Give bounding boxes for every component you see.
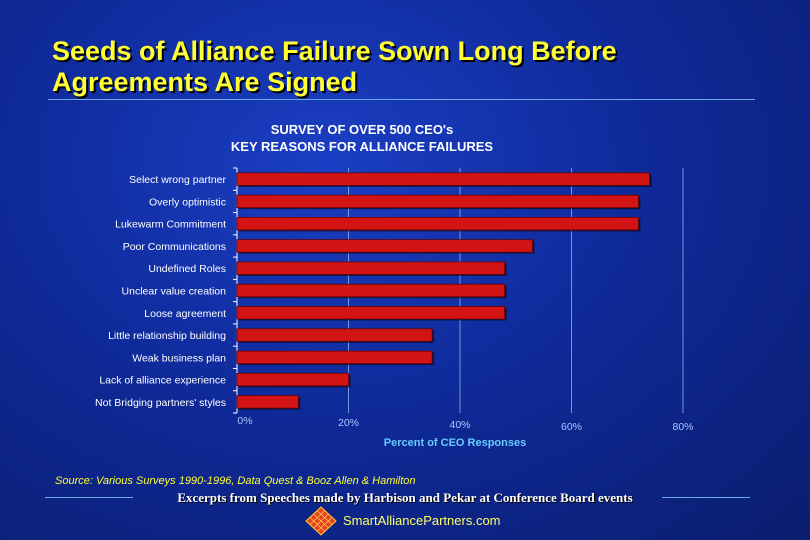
footer-excerpt: Excerpts from Speeches made by Harbison … bbox=[177, 490, 633, 505]
category-label: Weak business plan bbox=[132, 352, 226, 364]
bar bbox=[236, 217, 639, 231]
chart-x-ticks: 0% 20% 40% 60% 80% bbox=[237, 415, 693, 433]
chart-title-line2: KEY REASONS FOR ALLIANCE FAILURES bbox=[231, 139, 494, 154]
footer-divider-right bbox=[662, 497, 750, 498]
title-divider bbox=[48, 99, 755, 100]
category-label: Poor Communications bbox=[123, 241, 226, 253]
category-label: Little relationship building bbox=[108, 330, 226, 342]
category-label: Select wrong partner bbox=[129, 174, 226, 186]
bar bbox=[236, 350, 433, 364]
category-label: Lack of alliance experience bbox=[99, 375, 226, 387]
category-label: Unclear value creation bbox=[122, 286, 227, 298]
slide-title: Seeds of Alliance Failure Sown Long Befo… bbox=[52, 36, 617, 98]
bar bbox=[236, 372, 349, 387]
x-tick-label: 20% bbox=[338, 417, 359, 429]
category-label: Not Bridging partners' styles bbox=[95, 397, 226, 409]
chart-x-axis-label: Percent of CEO Responses bbox=[384, 437, 526, 449]
slide-title-line1: Seeds of Alliance Failure Sown Long Befo… bbox=[52, 36, 617, 66]
bar bbox=[236, 194, 639, 209]
category-label: Lukewarm Commitment bbox=[115, 219, 226, 231]
x-tick-label: 40% bbox=[449, 419, 470, 431]
chart-bars bbox=[236, 172, 652, 410]
bar bbox=[236, 306, 506, 320]
category-label: Overly optimistic bbox=[149, 196, 226, 208]
bar bbox=[236, 239, 533, 253]
category-label: Undefined Roles bbox=[148, 263, 226, 275]
website-link[interactable]: SmartAlliancePartners.com bbox=[343, 513, 501, 528]
chart-category-labels: Select wrong partner Overly optimistic Luk… bbox=[95, 174, 226, 409]
chart-title-line1: SURVEY OF OVER 500 CEO's bbox=[271, 122, 454, 137]
slide-title-line2: Agreements Are Signed bbox=[52, 67, 358, 97]
diamond-logo-icon bbox=[305, 506, 337, 536]
x-tick-label: 60% bbox=[561, 421, 582, 433]
x-tick-label: 0% bbox=[237, 415, 252, 427]
bar bbox=[236, 172, 650, 186]
category-label: Loose agreement bbox=[144, 308, 226, 320]
bar bbox=[236, 395, 299, 409]
footer-divider-left bbox=[45, 497, 133, 498]
bar bbox=[236, 261, 506, 275]
x-tick-label: 80% bbox=[672, 421, 693, 433]
source-note: Source: Various Surveys 1990-1996, Data … bbox=[55, 475, 416, 487]
bar-chart: SURVEY OF OVER 500 CEO's KEY REASONS FOR… bbox=[95, 122, 694, 449]
bar bbox=[236, 283, 506, 298]
bar bbox=[236, 328, 433, 342]
